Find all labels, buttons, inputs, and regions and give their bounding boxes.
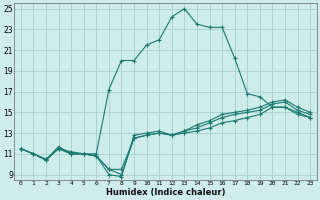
X-axis label: Humidex (Indice chaleur): Humidex (Indice chaleur) [106, 188, 225, 197]
